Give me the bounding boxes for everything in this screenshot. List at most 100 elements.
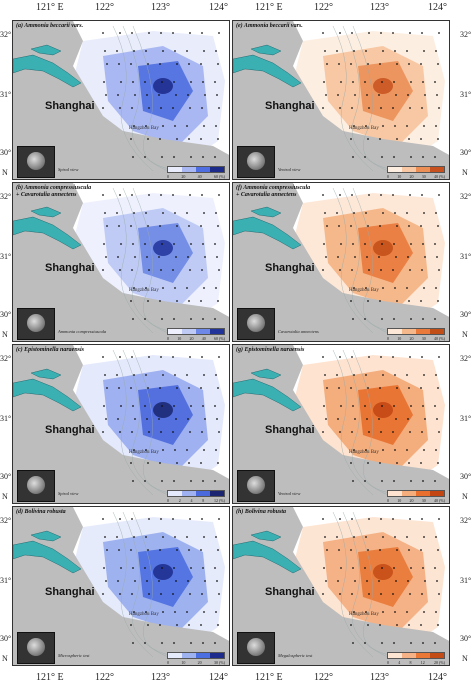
station-point [435, 287, 437, 289]
map-svg [13, 183, 229, 341]
lon-label: 124° [209, 672, 228, 683]
lat-label: 32° [460, 516, 472, 525]
station-point [424, 256, 426, 258]
legend-swatch [210, 653, 224, 658]
station-point [173, 243, 175, 245]
station-point [422, 567, 424, 569]
legend-swatch [168, 653, 182, 658]
station-point [394, 125, 396, 127]
lon-label: 121° E [255, 2, 283, 13]
station-point [406, 374, 408, 376]
legend-swatch [182, 491, 196, 496]
station-point [130, 387, 132, 389]
station-point [406, 287, 408, 289]
station-point [119, 431, 121, 433]
legend-ticks: 0 10 20 30 (%) [167, 660, 225, 665]
abundance-area-peak [153, 402, 173, 418]
station-point [339, 269, 341, 271]
station-point [134, 580, 136, 582]
legend-swatch [210, 167, 224, 172]
city-label: Shanghai [45, 262, 95, 274]
station-point [380, 194, 382, 196]
specimen-caption: Spiral view [58, 167, 79, 172]
station-point [338, 549, 340, 551]
legend-tick-label: 60 (%) [214, 336, 225, 341]
station-point [145, 50, 147, 52]
station-point [350, 138, 352, 140]
lat-label: 31° [460, 576, 472, 585]
legend-tick-label: 10 [397, 174, 402, 179]
station-point [322, 431, 324, 433]
station-point [326, 549, 328, 551]
specimen-caption: Microspheric test [58, 653, 90, 658]
station-point [117, 94, 119, 96]
legend-swatch [388, 329, 402, 334]
station-point [408, 225, 410, 227]
station-point [394, 212, 396, 214]
station-point [423, 374, 425, 376]
station-point [146, 94, 148, 96]
station-point [353, 212, 355, 214]
panel-title-line: (f) Ammonia compressiuscula [236, 185, 311, 191]
legend-swatch [196, 167, 210, 172]
station-point [353, 449, 355, 451]
station-point [365, 611, 367, 613]
station-point [438, 431, 440, 433]
legend-swatch [196, 653, 210, 658]
river-branch [30, 368, 62, 380]
station-point [203, 50, 205, 52]
station-point [120, 567, 122, 569]
station-point [202, 480, 204, 482]
lon-label: 121° E [36, 2, 64, 13]
station-point [353, 287, 355, 289]
station-point [214, 567, 216, 569]
legend-swatch [168, 491, 182, 496]
station-point [422, 81, 424, 83]
station-point [145, 449, 147, 451]
station-point [215, 125, 217, 127]
station-point [176, 387, 178, 389]
station-point [133, 611, 135, 613]
station-point [394, 611, 396, 613]
station-point [189, 107, 191, 109]
station-point [368, 518, 370, 520]
station-point [326, 387, 328, 389]
station-point [352, 243, 354, 245]
legend-tick-label: 0 [387, 336, 389, 341]
station-point [188, 549, 190, 551]
station-point [186, 50, 188, 52]
lat-label: 31° [460, 252, 472, 261]
station-point [147, 300, 149, 302]
station-point [338, 63, 340, 65]
station-point [200, 624, 202, 626]
station-point [106, 63, 108, 65]
station-point [421, 269, 423, 271]
station-point [217, 225, 219, 227]
station-point [421, 593, 423, 595]
legend-tick-label: 10 [397, 498, 402, 503]
station-point [217, 387, 219, 389]
panel-title-line-2: + Cavarotalia annectens [16, 192, 77, 198]
specimen-image [247, 638, 265, 656]
station-point [132, 318, 134, 320]
station-point [434, 318, 436, 320]
station-point [325, 94, 327, 96]
station-point [105, 418, 107, 420]
station-point [409, 194, 411, 196]
station-point [434, 243, 436, 245]
map-panel-h: (h) Bolivina robusta Shanghai Hangzhou Bay… [232, 506, 450, 666]
station-point [424, 94, 426, 96]
station-point [190, 318, 192, 320]
station-point [339, 593, 341, 595]
legend-swatch [388, 653, 402, 658]
station-point [410, 156, 412, 158]
station-point [368, 32, 370, 34]
station-point [214, 642, 216, 644]
station-point [423, 212, 425, 214]
yangtze-river [13, 378, 82, 412]
station-point [217, 549, 219, 551]
legend-tick-label: 40 [197, 174, 202, 179]
station-point [117, 256, 119, 258]
station-point [424, 418, 426, 420]
station-point [422, 405, 424, 407]
